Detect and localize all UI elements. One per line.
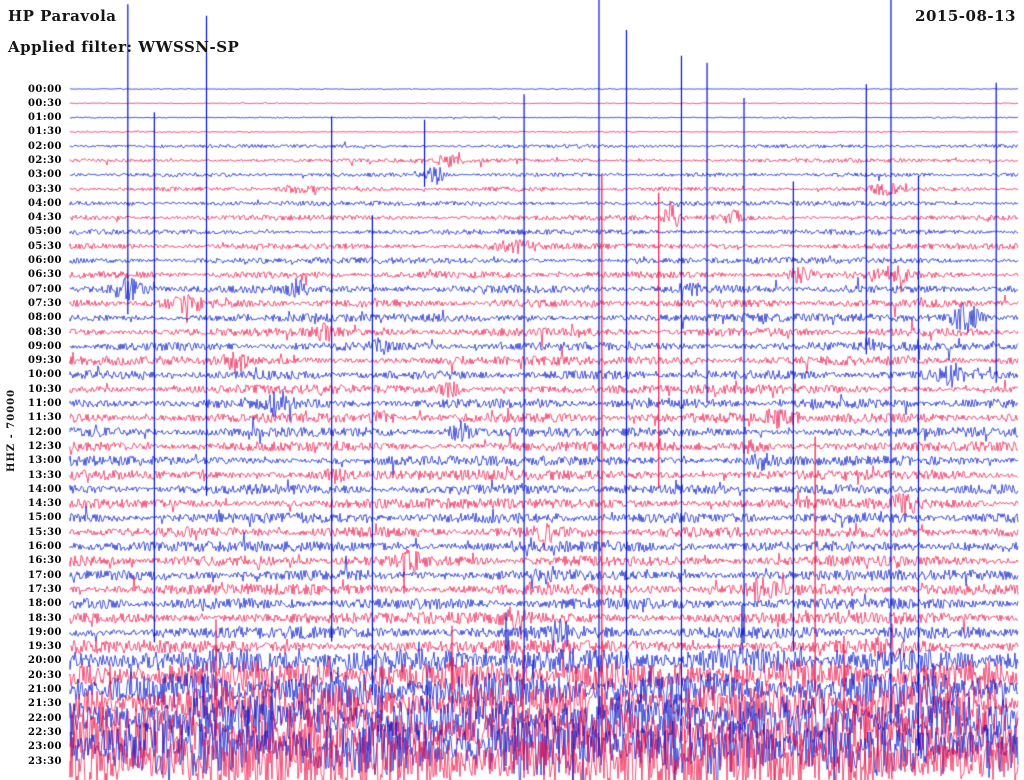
time-label: 01:00	[27, 112, 62, 124]
time-label: 11:00	[27, 398, 62, 410]
time-label: 14:30	[27, 498, 62, 510]
time-label: 14:00	[27, 483, 62, 495]
time-label: 18:30	[27, 612, 62, 624]
time-label: 21:30	[27, 698, 62, 710]
time-label: 07:30	[27, 297, 62, 309]
time-label: 09:30	[27, 355, 62, 367]
time-label: 08:30	[27, 326, 62, 338]
time-label: 13:00	[27, 455, 62, 467]
time-label: 17:00	[27, 569, 62, 581]
time-label: 00:00	[27, 83, 62, 95]
time-label: 04:00	[27, 197, 62, 209]
time-label: 22:30	[27, 726, 62, 738]
time-label: 10:30	[27, 383, 62, 395]
time-label: 15:00	[27, 512, 62, 524]
time-label: 11:30	[27, 412, 62, 424]
time-label: 16:00	[27, 541, 62, 553]
time-label: 21:00	[27, 684, 62, 695]
time-label: 12:00	[27, 426, 62, 438]
time-label: 23:30	[27, 755, 62, 767]
time-label: 20:30	[27, 669, 62, 681]
time-label: 01:30	[27, 126, 62, 138]
time-label: 07:00	[27, 283, 62, 295]
time-label: 06:30	[27, 269, 62, 281]
time-label: 19:00	[27, 626, 62, 638]
time-label: 06:00	[27, 255, 62, 267]
time-label: 10:00	[27, 369, 62, 381]
time-label: 16:30	[27, 555, 62, 567]
time-label: 05:00	[27, 226, 62, 238]
time-label: 02:00	[27, 140, 62, 152]
time-label: 19:30	[27, 641, 62, 653]
filter-label: Applied filter: WWSSN-SP	[8, 38, 240, 56]
station-name: HP Paravola	[8, 7, 117, 25]
time-label: 08:00	[27, 312, 62, 324]
time-label: 03:30	[27, 183, 62, 195]
time-label: 02:30	[27, 154, 62, 166]
time-label: 20:00	[27, 655, 62, 667]
time-label: 00:30	[27, 97, 62, 109]
time-label: 04:30	[27, 212, 62, 224]
time-label: 22:00	[27, 712, 62, 724]
time-label: 15:30	[27, 526, 62, 538]
time-label: 09:00	[27, 340, 62, 352]
date-label: 2015-08-13	[915, 7, 1016, 25]
time-label: 13:30	[27, 469, 62, 481]
time-label: 18:00	[27, 598, 62, 610]
time-label: 03:00	[27, 169, 62, 181]
time-axis: 00:00 00:30 01:00 01:30 02:00 02:30 03:00 03:30…	[0, 0, 64, 780]
time-label: 17:30	[27, 583, 62, 595]
time-label: 12:30	[27, 440, 62, 452]
time-label: 23:00	[27, 741, 62, 753]
time-label: 05:30	[27, 240, 62, 252]
